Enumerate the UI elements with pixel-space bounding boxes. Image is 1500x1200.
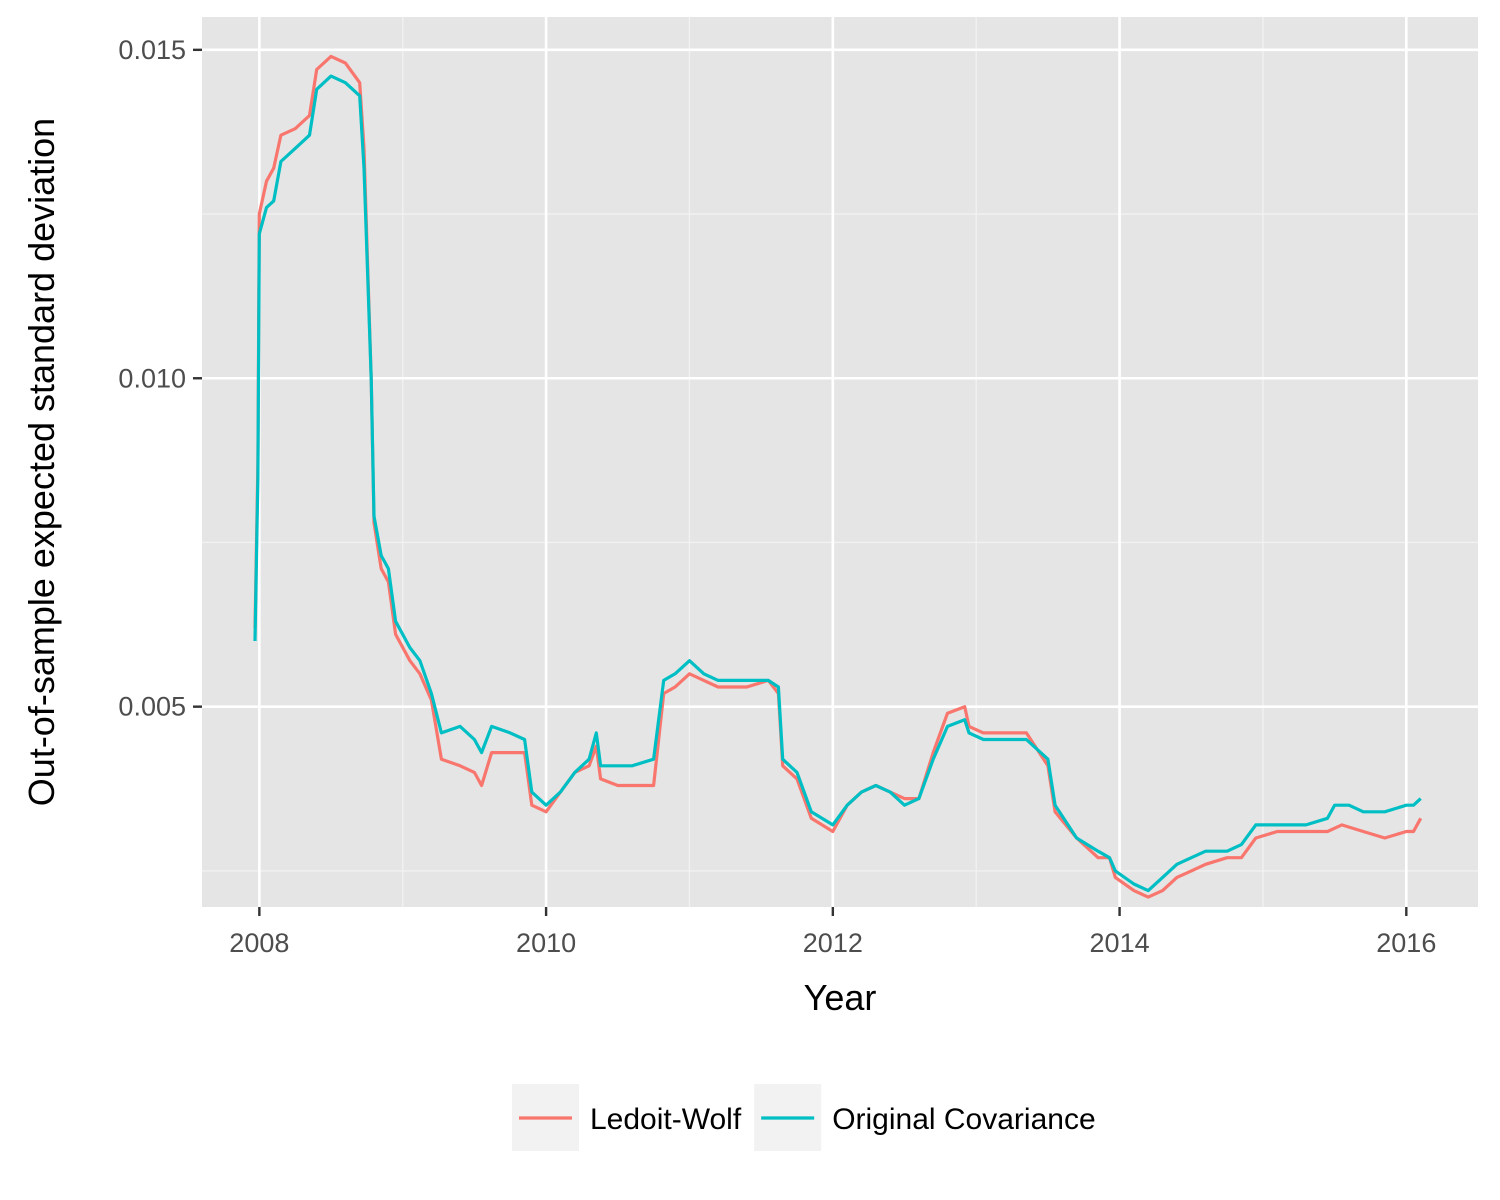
legend-item-original-covariance: Original Covariance (754, 1084, 1096, 1151)
legend-item-ledoit-wolf: Ledoit-Wolf (512, 1084, 742, 1151)
y-tick-label: 0.010 (118, 363, 186, 393)
plot-panel (202, 17, 1478, 907)
legend-label: Original Covariance (832, 1103, 1095, 1136)
series-lines (253, 54, 1423, 899)
x-tick-label: 2010 (516, 928, 576, 958)
x-axis: 2008 2010 2012 2014 2016 (229, 907, 1436, 958)
x-tick-label: 2016 (1376, 928, 1436, 958)
x-tick-label: 2014 (1090, 928, 1150, 958)
y-axis-title: Out-of-sample expected standard deviatio… (21, 118, 62, 806)
legend: Ledoit-Wolf Original Covariance (512, 1084, 1096, 1151)
x-tick-label: 2008 (229, 928, 289, 958)
minor-gridlines (202, 17, 1478, 907)
x-tick-label: 2012 (803, 928, 863, 958)
x-axis-title: Year (804, 977, 877, 1018)
major-gridlines (202, 17, 1478, 907)
legend-label: Ledoit-Wolf (590, 1103, 742, 1136)
y-tick-label: 0.015 (118, 35, 186, 65)
y-tick-label: 0.005 (118, 692, 186, 722)
series-line-original-covariance (253, 74, 1422, 893)
y-axis: 0.005 0.010 0.015 (118, 35, 202, 722)
